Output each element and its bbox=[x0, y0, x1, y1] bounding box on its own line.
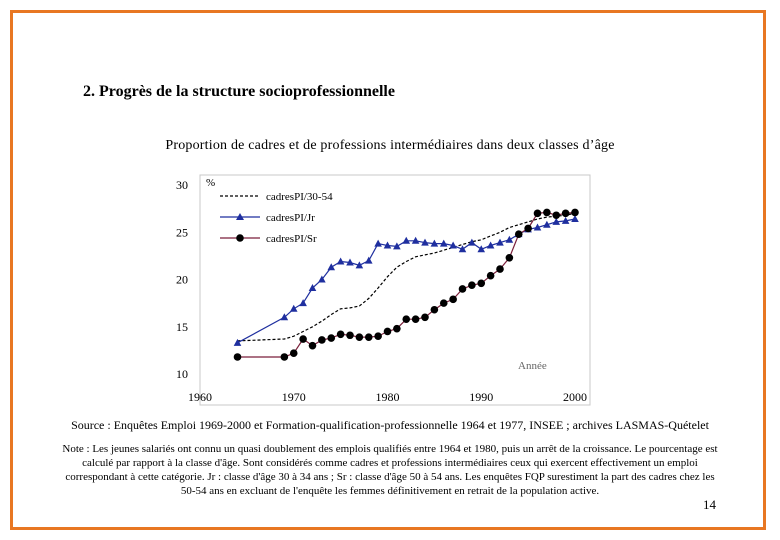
triangle-marker bbox=[571, 215, 579, 223]
x-tick-label: 1970 bbox=[282, 390, 306, 404]
x-tick-label: 2000 bbox=[563, 390, 587, 404]
triangle-marker bbox=[533, 223, 542, 231]
circle-marker bbox=[383, 327, 392, 336]
triangle-marker bbox=[477, 245, 486, 253]
circle-marker bbox=[327, 334, 336, 342]
circle-marker bbox=[289, 349, 298, 358]
triangle-marker bbox=[430, 239, 439, 247]
circle-marker bbox=[374, 332, 382, 340]
circle-marker bbox=[524, 224, 532, 233]
triangle-marker bbox=[505, 235, 514, 243]
triangle-marker bbox=[364, 256, 373, 264]
triangle-marker bbox=[355, 261, 364, 269]
circle-marker bbox=[468, 281, 476, 289]
triangle-marker bbox=[421, 238, 429, 246]
triangle-marker bbox=[327, 263, 336, 271]
plot-area bbox=[199, 174, 591, 406]
circle-marker bbox=[393, 324, 401, 333]
triangle-marker bbox=[411, 236, 420, 244]
line-chart: 10 15 20 25 30 1960 1970 1980 1990 2000 cadresPI/… bbox=[176, 174, 591, 406]
page-number: 14 bbox=[703, 497, 716, 512]
note-text: Note : Les jeunes salariés ont connu un … bbox=[62, 443, 718, 497]
x-tick-label: 1960 bbox=[188, 390, 212, 404]
triangle-marker bbox=[468, 238, 476, 246]
circle-marker bbox=[299, 335, 307, 343]
y-tick-label: 25 bbox=[176, 225, 188, 239]
triangle-marker bbox=[299, 299, 307, 307]
circle-marker bbox=[505, 253, 514, 262]
triangle-marker bbox=[308, 284, 317, 292]
y-tick-label: 20 bbox=[176, 273, 188, 287]
triangle-marker bbox=[346, 258, 354, 266]
triangle-marker bbox=[374, 239, 382, 247]
circle-marker bbox=[280, 353, 289, 361]
circle-marker bbox=[486, 271, 495, 280]
circle-marker bbox=[430, 305, 439, 314]
circle-marker bbox=[233, 353, 242, 361]
triangle-marker bbox=[458, 245, 467, 253]
circle-marker bbox=[543, 208, 551, 217]
triangle-marker bbox=[496, 238, 504, 246]
triangle-marker bbox=[486, 241, 495, 249]
triangle-marker bbox=[439, 239, 448, 247]
circle-marker bbox=[421, 313, 429, 322]
x-axis-label: Année bbox=[518, 360, 547, 372]
y-axis-unit-label: % bbox=[206, 177, 215, 189]
triangle-marker bbox=[280, 313, 289, 321]
circle-marker bbox=[496, 265, 504, 273]
circle-marker bbox=[355, 333, 364, 341]
triangle-marker bbox=[383, 241, 392, 249]
legend-triangle-marker bbox=[236, 213, 244, 220]
x-tick-label: 1980 bbox=[376, 390, 400, 404]
x-tick-label: 1990 bbox=[469, 390, 493, 404]
circle-marker bbox=[402, 315, 411, 323]
circle-marker bbox=[552, 211, 561, 220]
circle-marker bbox=[514, 230, 523, 238]
triangle-marker bbox=[402, 236, 411, 244]
y-tick-label: 15 bbox=[176, 320, 188, 334]
triangle-marker bbox=[449, 241, 457, 249]
circle-marker bbox=[449, 295, 457, 304]
legend-label: cadresPI/30-54 bbox=[266, 191, 333, 203]
circle-marker bbox=[336, 330, 345, 339]
legend-circle-marker bbox=[236, 234, 244, 242]
circle-marker bbox=[477, 279, 486, 288]
triangle-marker bbox=[289, 304, 298, 312]
triangle-marker bbox=[552, 217, 561, 225]
circle-marker bbox=[346, 331, 354, 340]
section-title: 2. Progrès de la structure socioprofessi… bbox=[83, 83, 395, 100]
source-text: Source : Enquêtes Emploi 1969-2000 et Fo… bbox=[71, 418, 709, 432]
chart-title: Proportion de cadres et de professions i… bbox=[165, 138, 615, 153]
legend-label: cadresPI/Jr bbox=[266, 212, 315, 224]
circle-marker bbox=[439, 299, 448, 307]
slide-frame bbox=[10, 10, 766, 530]
series-line-dashed bbox=[237, 212, 576, 342]
circle-marker bbox=[308, 341, 317, 350]
triangle-marker bbox=[233, 338, 242, 346]
triangle-marker bbox=[318, 275, 326, 283]
legend-label: cadresPI/Sr bbox=[266, 233, 317, 245]
y-tick-label: 30 bbox=[176, 178, 188, 192]
circle-marker bbox=[458, 285, 467, 293]
circle-marker bbox=[364, 333, 373, 341]
circle-marker bbox=[533, 209, 542, 218]
circle-marker bbox=[318, 336, 326, 344]
triangle-marker bbox=[561, 216, 570, 224]
triangle-marker bbox=[393, 242, 401, 250]
circle-marker bbox=[411, 315, 420, 323]
y-tick-label: 10 bbox=[176, 367, 188, 381]
circle-marker bbox=[571, 208, 579, 217]
triangle-marker bbox=[543, 220, 551, 228]
circle-marker bbox=[561, 209, 570, 218]
triangle-marker bbox=[336, 257, 345, 265]
